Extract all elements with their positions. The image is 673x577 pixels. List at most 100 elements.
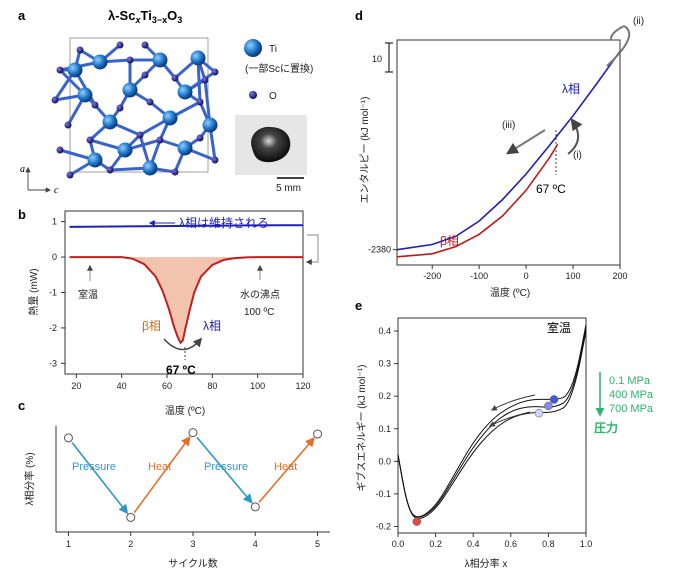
o-atom (76, 46, 84, 54)
lambda-maintained-note: λ相は維持される (179, 215, 269, 230)
ytick-label-e: 0.1 (378, 424, 391, 434)
xtick-label-c: 2 (128, 539, 133, 549)
beta-enthalpy-curve (396, 143, 559, 258)
pressure-value-3: 700 MPa (609, 403, 654, 415)
legend-ti: Ti (269, 44, 277, 55)
xtick-label-b: 40 (117, 381, 127, 391)
xtick-label-c: 1 (66, 539, 71, 549)
o-atom (51, 96, 59, 104)
xtick-label-d: -200 (423, 271, 441, 281)
pressure-label-1: Pressure (72, 461, 116, 473)
scale-bar-label: 5 mm (276, 183, 301, 194)
ytick-label-b: -2 (49, 323, 57, 333)
o-atom (211, 156, 219, 164)
heat-label-2: Heat (274, 461, 297, 473)
o-atom (56, 66, 64, 74)
beta-peak-fill (69, 257, 303, 343)
panel-label-c: c (18, 398, 25, 413)
pressure-value-2: 400 MPa (609, 389, 654, 401)
o-atom-legend-icon (249, 91, 257, 99)
xtick-label-e: 0.8 (542, 539, 555, 549)
state-marker (549, 395, 559, 404)
xtick-label-d: -100 (470, 271, 488, 281)
process-iii-arrow (505, 129, 546, 155)
state-marker (412, 517, 422, 526)
ti-atom (162, 110, 178, 126)
pressure-segment (196, 436, 253, 504)
xtick-label-c: 3 (190, 539, 195, 549)
ti-atom (142, 160, 158, 176)
xtick-label-e: 0.2 (429, 539, 442, 549)
plot-frame-d (396, 39, 621, 266)
axis-ticks-e: 0.0 0.2 0.4 0.6 0.8 1.0 -0.2 -0.1 0.0 0.1 0.2 0.3 0.… (375, 326, 592, 549)
beta-trace (69, 256, 303, 345)
scale-value-d: 10 (372, 54, 382, 64)
transition-curve-arrow-b (163, 337, 203, 351)
ti-atom-legend-icon (244, 39, 262, 57)
cycle-point (250, 502, 260, 512)
xtick-label-c: 5 (315, 539, 320, 549)
ytick-label-e: 0.0 (378, 456, 391, 466)
o-atom (66, 171, 74, 179)
ylabel-b: 熱量 (mW) (27, 268, 40, 315)
ytick-label-b: -1 (49, 288, 57, 298)
heat-segment (258, 437, 315, 503)
state-marker (534, 408, 544, 418)
o-atom (126, 56, 134, 64)
pressure-value-1: 0.1 MPa (609, 375, 651, 387)
room-temp-label: 室温 (78, 288, 98, 301)
gibbs-curve (397, 327, 587, 518)
o-atom (156, 136, 164, 144)
ti-atom (87, 152, 103, 168)
xtick-label-e: 0.0 (392, 539, 405, 549)
cycle-point (126, 512, 136, 522)
o-atom (196, 98, 204, 106)
sample-crystal-photo (251, 126, 291, 163)
ytick-label-e: 0.4 (378, 326, 391, 336)
o-atom (116, 104, 124, 112)
panel-d: d -200 -100 0 100 200 -2380 エンタルピー (kJ mol⁻¹)… (355, 8, 644, 299)
pressure-segment (71, 442, 129, 515)
xtick-label-d: 200 (612, 271, 627, 281)
ti-atom (92, 54, 108, 70)
o-atom (201, 76, 209, 84)
o-atom (86, 136, 94, 144)
o-atom (64, 121, 72, 129)
legend-ti-note: (一部Scに置換) (245, 62, 313, 75)
ytick-label-e: -0.1 (375, 489, 391, 499)
process-iii-label: (iii) (502, 120, 515, 131)
boiling-label: 水の沸点 (240, 288, 280, 301)
ylabel-d: エンタルピー (kJ mol⁻¹) (359, 97, 371, 204)
gibbs-markers (412, 395, 559, 526)
transition-temp-d: 67 ºC (536, 182, 566, 196)
panel-label-e: e (355, 298, 362, 313)
pressure-label: 圧力 (594, 420, 618, 435)
ti-atom (177, 84, 193, 100)
ti-atom (190, 50, 206, 66)
gibbs-curve (397, 324, 587, 518)
xtick-label-b: 80 (207, 381, 217, 391)
ti-atom (122, 82, 138, 98)
curve-arrow-lower (488, 411, 531, 427)
o-atom (146, 98, 154, 106)
o-atom (141, 71, 149, 79)
process-ii-label: (ii) (633, 16, 644, 27)
xtick-label-e: 1.0 (580, 539, 593, 549)
gibbs-curves (397, 324, 587, 519)
cycle-point (63, 433, 73, 443)
ti-atom (202, 117, 218, 133)
ti-atom (152, 52, 168, 68)
legend-o: O (269, 91, 277, 102)
lambda-trace (69, 224, 303, 228)
lambda-label-d: λ相 (562, 82, 580, 96)
ytick-label-b: 0 (52, 252, 57, 262)
peak-temp-label: 67 ºC (166, 363, 196, 377)
o-atom (136, 131, 144, 139)
ti-atom (117, 142, 133, 158)
beta-phase-label-b: β相 (142, 319, 161, 333)
ti-atom (67, 62, 83, 78)
o-atom (171, 74, 179, 82)
axis-ticks-d: -200 -100 0 100 200 -2380 (368, 245, 628, 281)
process-ii-arrow-b (609, 25, 625, 41)
ytick-label-e: 0.3 (378, 359, 391, 369)
